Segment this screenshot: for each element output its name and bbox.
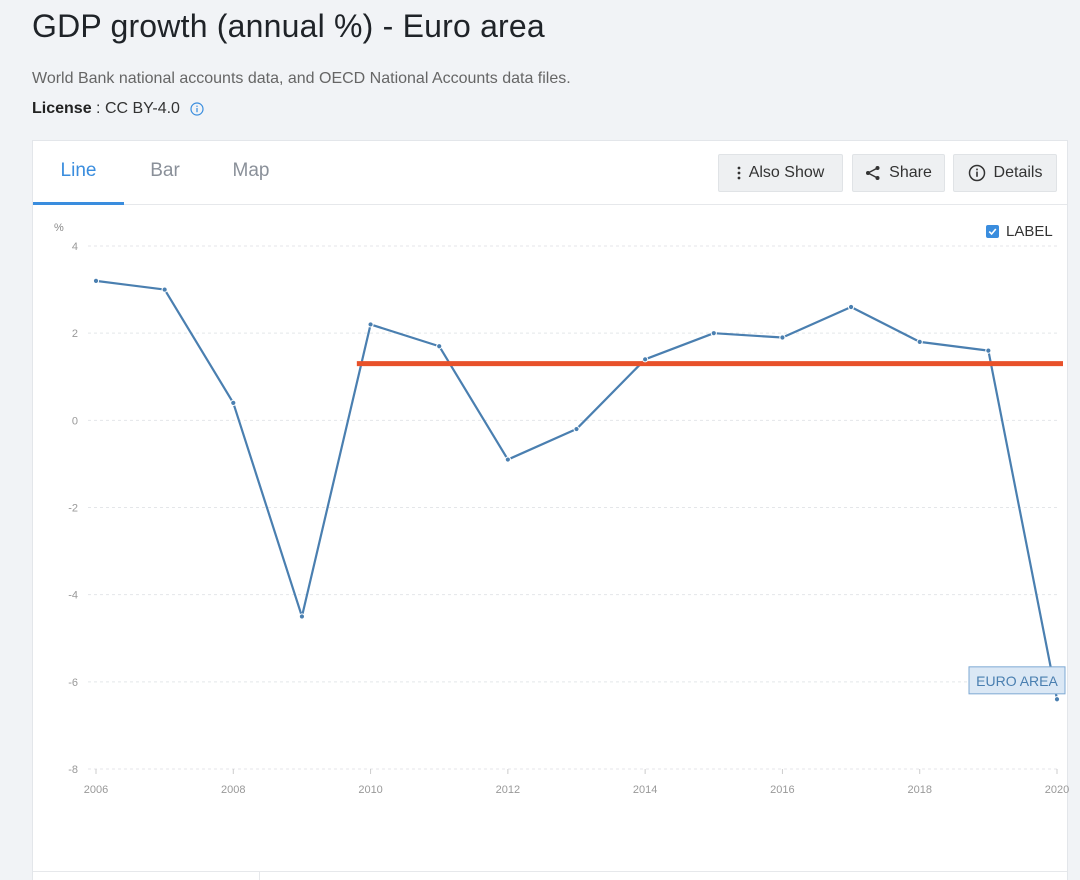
data-point[interactable] [916,338,923,345]
series-label-text: EURO AREA [976,673,1058,689]
details-label: Details [993,164,1043,181]
x-tick-label: 2014 [633,784,657,796]
share-icon [866,166,880,180]
info-circle-icon [968,164,985,182]
x-tick-label: 2010 [358,784,382,796]
tab-line[interactable]: Line [33,141,124,205]
data-point[interactable] [367,321,374,328]
line-chart: % 4 2 0 -2 -4 -6 -8 2006 2008 2010 2012 2014 2016 2018… [54,222,1069,796]
series-line-euro-area [95,279,1059,700]
x-tick-label: 2018 [907,784,931,796]
license-value: CC BY-4.0 [104,100,180,117]
data-point[interactable] [161,286,168,293]
y-tick-label: -2 [68,503,78,515]
data-point[interactable] [1053,696,1061,703]
source-text: World Bank national accounts data, and O… [32,70,571,87]
label-checkbox[interactable] [986,225,999,238]
x-tick-label: 2006 [84,784,108,796]
tab-map[interactable]: Map [232,160,270,181]
data-point[interactable] [847,303,855,311]
chart-card: Line Bar Map Also Show Share Details [32,140,1069,880]
data-point[interactable] [436,343,443,350]
y-tick-label: -4 [68,590,78,602]
data-point[interactable] [298,613,306,620]
more-vertical-icon [737,166,741,180]
y-tick-label: 4 [72,241,78,253]
series-label-box [968,666,1066,695]
data-point[interactable] [92,277,100,284]
panel-vertical-divider [259,871,260,880]
y-tick-label: -8 [68,764,78,776]
y-axis-unit: % [54,222,64,234]
info-icon[interactable] [190,102,204,116]
data-point[interactable] [779,334,786,341]
license-label: License [32,100,92,117]
tab-bar-chart[interactable]: Bar [150,160,180,181]
panel-divider [33,871,1067,872]
page-title: GDP growth (annual %) - Euro area [32,8,545,44]
share-label: Share [889,164,932,181]
x-tick-label: 2008 [221,784,245,796]
y-tick-label: -6 [68,677,78,689]
also-show-button[interactable]: Also Show [718,154,843,192]
y-tick-label: 2 [72,328,78,340]
y-tick-label: 0 [72,415,78,427]
check-icon [988,228,997,236]
x-tick-label: 2016 [770,784,794,796]
data-point[interactable] [230,399,237,406]
also-show-label: Also Show [748,164,825,181]
label-toggle[interactable]: LABEL [986,223,1053,240]
x-tick-label: 2012 [496,784,520,796]
data-point[interactable] [642,356,649,363]
license-row: License : CC BY-4.0 [32,100,204,118]
tab-bar: Line Bar Map Also Show Share Details [33,141,1067,205]
details-button[interactable]: Details [953,154,1057,192]
license-separator: : [91,100,105,117]
data-point[interactable] [710,330,717,337]
share-button[interactable]: Share [852,154,945,192]
x-tick-label: 2020 [1045,784,1069,796]
data-point[interactable] [504,456,511,463]
data-point[interactable] [573,425,580,433]
label-toggle-text: LABEL [1006,223,1053,240]
data-point[interactable] [985,347,992,354]
